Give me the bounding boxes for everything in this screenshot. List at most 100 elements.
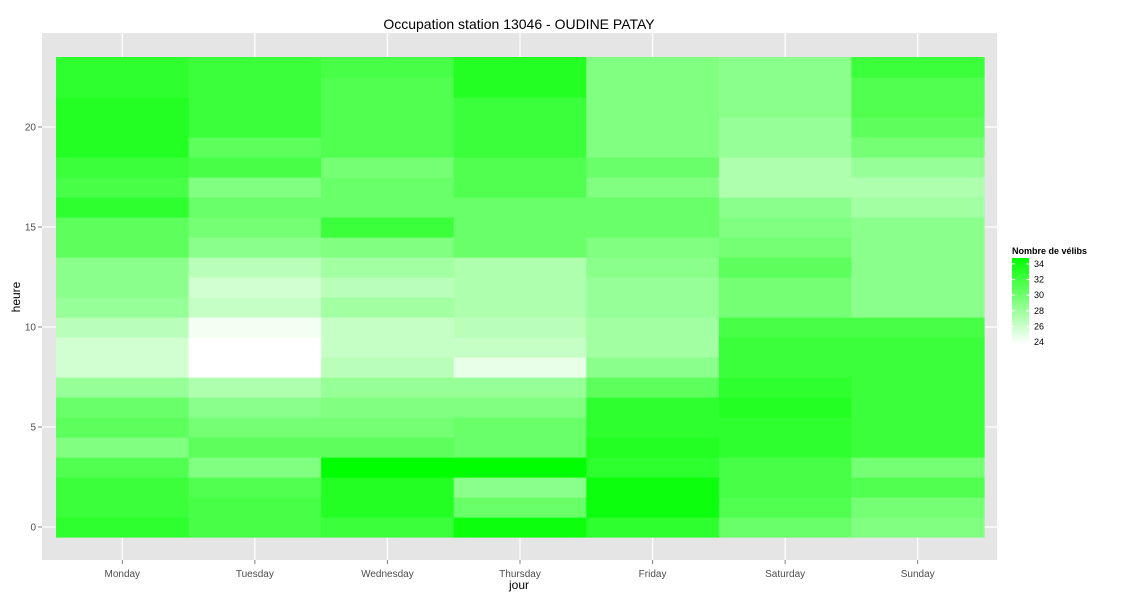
heatmap-cell (188, 237, 322, 258)
heatmap-cell (586, 457, 720, 478)
heatmap-cell (718, 97, 853, 118)
heatmap-cell (586, 317, 720, 338)
heatmap-cell (718, 397, 853, 418)
heatmap-cell (453, 257, 587, 278)
heatmap-cell (718, 157, 853, 178)
heatmap-cell (851, 417, 985, 438)
heatmap-cell (851, 57, 985, 78)
heatmap-cell (188, 117, 322, 138)
chart-title: Occupation station 13046 - OUDINE PATAY (383, 16, 655, 32)
legend-tick-label: 34 (1034, 259, 1044, 269)
heatmap-cell (321, 337, 455, 358)
heatmap-cell (188, 257, 322, 278)
heatmap-cell (851, 157, 985, 178)
heatmap-cell (56, 437, 190, 458)
heatmap-cell (718, 77, 853, 98)
heatmap-cell (56, 217, 190, 238)
heatmap-cell (586, 137, 720, 158)
heatmap-cell (718, 237, 853, 258)
heatmap-cell (851, 237, 985, 258)
heatmap-cell (718, 177, 853, 198)
heatmap-cell (586, 217, 720, 238)
heatmap-cell (56, 257, 190, 278)
heatmap-cell (188, 377, 322, 398)
heatmap-cell (321, 317, 455, 338)
y-tick-label: 20 (25, 123, 37, 134)
heatmap-cell (453, 217, 587, 238)
x-tick-label: Friday (639, 569, 667, 580)
heatmap-cell (718, 517, 853, 538)
heatmap-cell (56, 517, 190, 538)
heatmap-cell (586, 377, 720, 398)
heatmap-cell (453, 497, 587, 518)
heatmap-cell (321, 377, 455, 398)
heatmap-cell (718, 417, 853, 438)
heatmap-cells (56, 57, 985, 538)
legend-tick-label: 28 (1034, 306, 1044, 316)
heatmap-cell (188, 357, 322, 378)
heatmap-cell (453, 177, 587, 198)
heatmap-cell (56, 477, 190, 498)
heatmap-cell (586, 237, 720, 258)
heatmap-cell (718, 197, 853, 218)
heatmap-cell (453, 57, 587, 78)
legend-tick-label: 26 (1034, 321, 1044, 331)
heatmap-cell (718, 337, 853, 358)
heatmap-cell (56, 357, 190, 378)
heatmap-cell (718, 477, 853, 498)
heatmap-cell (453, 277, 587, 298)
heatmap-cell (851, 277, 985, 298)
heatmap-cell (586, 297, 720, 318)
heatmap-cell (718, 457, 853, 478)
x-tick-label: Thursday (499, 569, 541, 580)
heatmap-cell (851, 217, 985, 238)
heatmap-cell (851, 397, 985, 418)
heatmap-cell (321, 117, 455, 138)
heatmap-cell (321, 97, 455, 118)
heatmap-cell (586, 357, 720, 378)
heatmap-cell (453, 97, 587, 118)
heatmap-cell (851, 117, 985, 138)
x-tick-label: Sunday (901, 569, 935, 580)
heatmap-cell (453, 317, 587, 338)
heatmap-cell (718, 357, 853, 378)
heatmap-cell (321, 257, 455, 278)
heatmap-cell (453, 297, 587, 318)
heatmap-cell (586, 177, 720, 198)
y-tick-label: 0 (30, 523, 36, 534)
heatmap-cell (453, 417, 587, 438)
heatmap-cell (851, 177, 985, 198)
x-axis-ticks: Monday Tuesday Wednesday Thursday Friday Satu… (104, 560, 935, 580)
heatmap-cell (453, 337, 587, 358)
heatmap-cell (188, 137, 322, 158)
heatmap-cell (321, 457, 455, 478)
x-tick-label: Wednesday (361, 569, 414, 580)
y-tick-label: 15 (25, 223, 37, 234)
heatmap-cell (188, 397, 322, 418)
heatmap-cell (321, 237, 455, 258)
heatmap-cell (453, 357, 587, 378)
heatmap-cell (321, 217, 455, 238)
heatmap-cell (586, 257, 720, 278)
heatmap-cell (718, 317, 853, 338)
heatmap-cell (56, 97, 190, 118)
heatmap-cell (321, 397, 455, 418)
heatmap-cell (586, 437, 720, 458)
heatmap-cell (188, 297, 322, 318)
heatmap-cell (188, 97, 322, 118)
heatmap-cell (188, 477, 322, 498)
heatmap-cell (851, 357, 985, 378)
heatmap-cell (56, 317, 190, 338)
legend-title: Nombre de vélibs (1012, 246, 1087, 256)
heatmap-cell (453, 517, 587, 538)
heatmap-cell (188, 157, 322, 178)
heatmap-cell (453, 237, 587, 258)
heatmap-cell (56, 377, 190, 398)
heatmap-cell (453, 437, 587, 458)
y-axis-ticks: 0 5 10 15 20 (25, 123, 42, 534)
heatmap-cell (718, 257, 853, 278)
legend-colorbar (1012, 258, 1029, 344)
heatmap-cell (453, 157, 587, 178)
heatmap-cell (321, 177, 455, 198)
heatmap-cell (321, 357, 455, 378)
